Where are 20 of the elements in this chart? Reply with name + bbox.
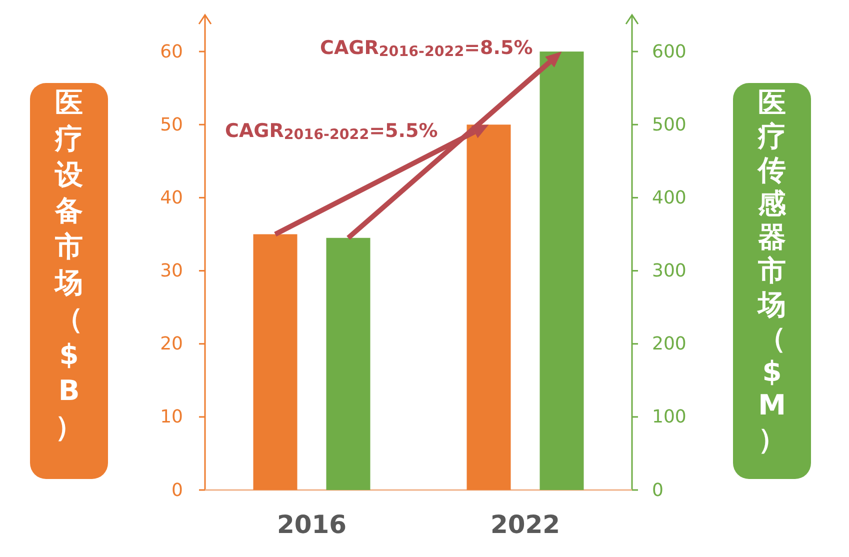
y-tick-label: 60 <box>160 41 183 62</box>
annotation: CAGR$_{2016-2022}$=5.5% <box>225 120 438 144</box>
x-tick-label: 2022 <box>490 510 560 539</box>
y-tick-label: 0 <box>172 480 183 501</box>
y2-tick-label: 0 <box>652 480 664 501</box>
y-tick-label: 50 <box>160 114 183 136</box>
annotation: CAGR$_{2016-2022}$=8.5% <box>320 37 533 60</box>
y-tick-label: 10 <box>160 406 183 428</box>
y2-tick-label: 100 <box>652 406 686 428</box>
y2-tick-label: 300 <box>652 260 686 282</box>
text: 医疗传感器市场（$M） <box>758 86 786 456</box>
y-tick-label: 30 <box>160 260 183 282</box>
y-tick-label: 20 <box>160 334 183 355</box>
text: 医疗设备市场（$B） <box>55 86 83 443</box>
y-tick-label: 40 <box>160 187 183 208</box>
y2-tick-label: 400 <box>652 187 686 208</box>
y2-tick-label: 500 <box>652 114 686 136</box>
y2-tick-label: 200 <box>652 334 686 355</box>
y2-tick-label: 600 <box>652 41 686 62</box>
x-tick-label: 2016 <box>276 510 347 539</box>
